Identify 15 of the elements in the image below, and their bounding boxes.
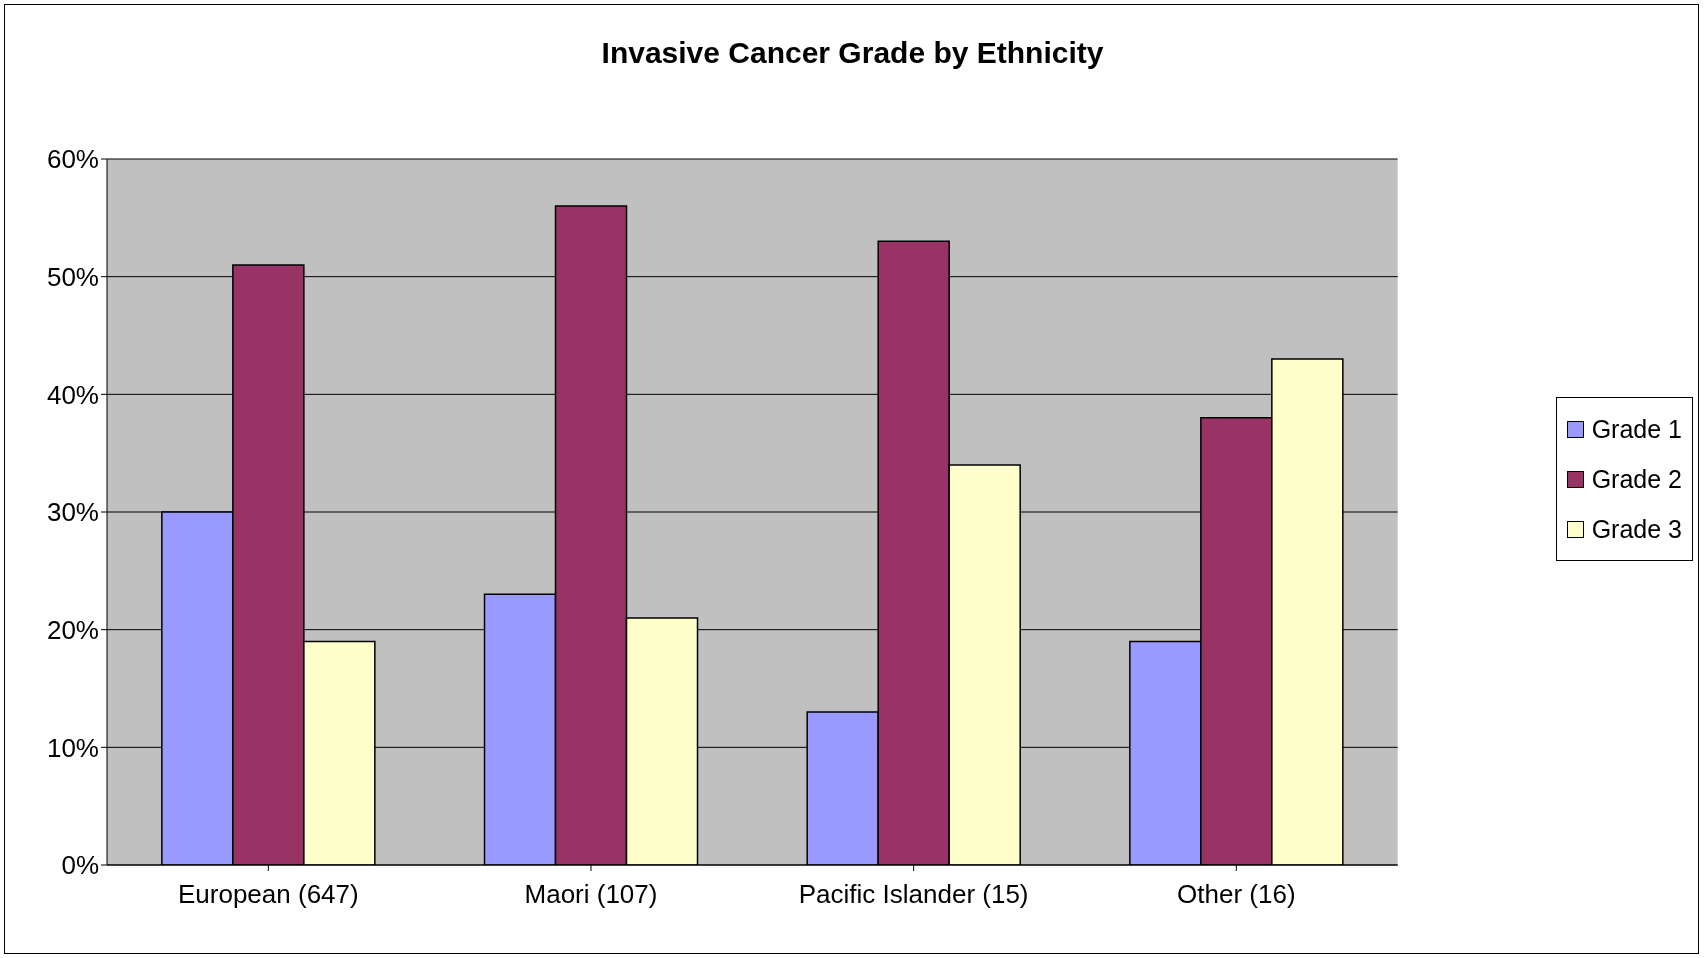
legend-label: Grade 2: [1591, 464, 1682, 494]
chart-title: Invasive Cancer Grade by Ethnicity: [600, 36, 1105, 70]
legend-label: Grade 1: [1591, 414, 1682, 444]
x-tick-label: Other (16): [1177, 879, 1296, 910]
y-tick-label: 10%: [46, 732, 99, 763]
x-tick-label: Maori (107): [524, 879, 658, 910]
y-tick-label: 60%: [46, 144, 99, 175]
y-tick-label: 40%: [46, 379, 99, 410]
y-tick-label: 50%: [46, 261, 99, 292]
y-tick-label: 20%: [46, 614, 99, 645]
y-tick-label: 0%: [61, 850, 99, 881]
legend-label: Grade 3: [1591, 514, 1682, 544]
x-tick-label: European (647): [177, 879, 359, 910]
x-tick-label: Pacific Islander (15): [798, 879, 1029, 910]
y-tick-label: 30%: [46, 497, 99, 528]
